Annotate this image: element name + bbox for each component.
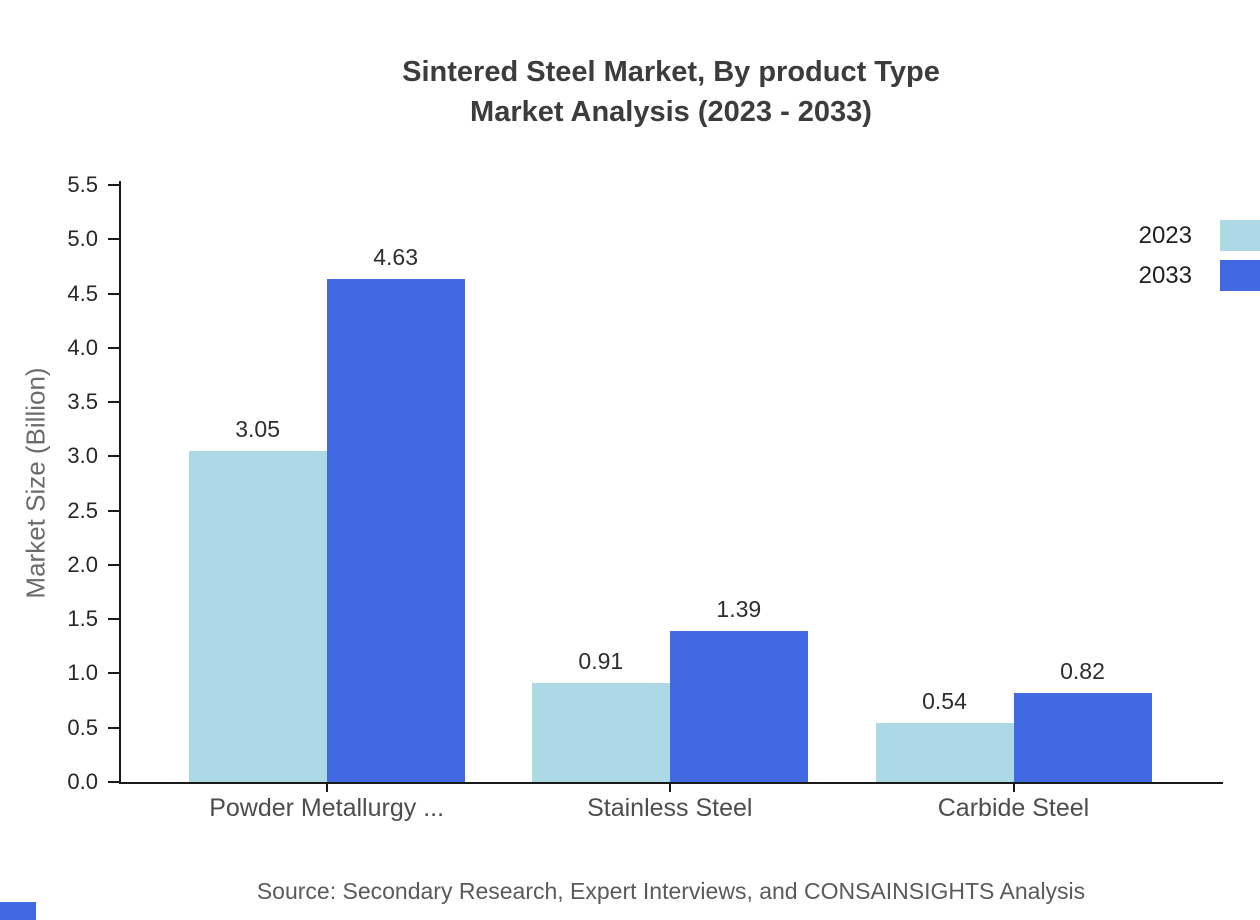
bar-value-label: 3.05 bbox=[235, 415, 281, 442]
x-category-label: Carbide Steel bbox=[937, 794, 1090, 822]
y-axis-ticks: 0.0 0.5 1.0 1.5 2.0 2.5 3.0 3.5 4.0 4.5 5.0 5.5 bbox=[0, 172, 120, 794]
y-axis-line bbox=[119, 181, 121, 784]
bar-value-label: 0.91 bbox=[578, 648, 624, 675]
x-tick-mark bbox=[325, 784, 328, 792]
legend-label: 2023 bbox=[1138, 221, 1192, 249]
y-tick-mark bbox=[108, 346, 120, 349]
y-tick-mark bbox=[108, 781, 120, 783]
legend-label: 2033 bbox=[1138, 261, 1192, 289]
y-tick-label: 1.5 bbox=[67, 606, 98, 632]
y-tick-mark bbox=[108, 238, 120, 241]
bar-2023-stainless-steel bbox=[531, 683, 670, 782]
y-tick-mark bbox=[108, 401, 120, 404]
legend-swatch-2023 bbox=[1220, 220, 1260, 251]
x-category-label: Powder Metallurgy ... bbox=[209, 794, 445, 822]
bar-2023-carbide-steel bbox=[875, 723, 1014, 782]
bar-2023-powder-metallurgy bbox=[188, 450, 327, 782]
y-tick-label: 0.0 bbox=[67, 769, 98, 794]
bar-value-label: 0.82 bbox=[1060, 658, 1105, 684]
y-tick-label: 2.5 bbox=[67, 497, 98, 523]
chart-title-line1: Sintered Steel Market, By product Type bbox=[402, 56, 940, 88]
chart-title-line2: Market Analysis (2023 - 2033) bbox=[470, 96, 872, 128]
legend-item-2033: 2033 bbox=[1139, 260, 1260, 291]
bar-value-label: 1.39 bbox=[716, 596, 762, 623]
x-axis-line bbox=[119, 782, 1223, 784]
x-tick-mark bbox=[1012, 784, 1015, 792]
bar-2033-powder-metallurgy bbox=[326, 279, 465, 782]
bar-value-label: 0.54 bbox=[922, 688, 967, 715]
y-tick-mark bbox=[108, 455, 120, 458]
y-tick-label: 5.0 bbox=[67, 226, 98, 252]
plot-area: 3.05 4.63 0.91 1.39 0.54 0.82 bbox=[120, 185, 1222, 782]
corner-logo-fragment bbox=[0, 902, 36, 920]
chart-title: Sintered Steel Market, By product Type M… bbox=[120, 52, 1222, 132]
y-tick-label: 4.5 bbox=[67, 280, 98, 306]
y-tick-mark bbox=[108, 618, 120, 621]
y-tick-mark bbox=[108, 563, 120, 566]
legend: 2023 2033 bbox=[1139, 220, 1260, 300]
y-tick-label: 3.5 bbox=[67, 389, 98, 415]
source-note: Source: Secondary Research, Expert Inter… bbox=[256, 878, 1086, 904]
bar-2033-stainless-steel bbox=[669, 631, 808, 782]
y-tick-label: 5.5 bbox=[67, 172, 98, 197]
legend-swatch-2033 bbox=[1220, 260, 1260, 291]
y-tick-mark bbox=[108, 672, 120, 675]
y-tick-mark bbox=[108, 509, 120, 512]
y-tick-label: 0.5 bbox=[67, 714, 98, 740]
x-tick-mark bbox=[668, 784, 671, 792]
y-tick-mark bbox=[108, 726, 120, 729]
y-tick-label: 2.0 bbox=[67, 551, 98, 577]
x-axis-labels: Powder Metallurgy ... Stainless Steel Carb… bbox=[120, 794, 1222, 830]
y-tick-label: 1.0 bbox=[67, 660, 98, 686]
y-tick-mark bbox=[108, 184, 120, 186]
bar-value-label: 4.63 bbox=[373, 244, 419, 271]
y-tick-mark bbox=[108, 292, 120, 295]
y-tick-label: 4.0 bbox=[67, 334, 98, 360]
y-tick-label: 3.0 bbox=[67, 443, 98, 469]
bar-2033-carbide-steel bbox=[1013, 693, 1152, 782]
x-category-label: Stainless Steel bbox=[587, 794, 753, 822]
legend-item-2023: 2023 bbox=[1139, 220, 1260, 251]
